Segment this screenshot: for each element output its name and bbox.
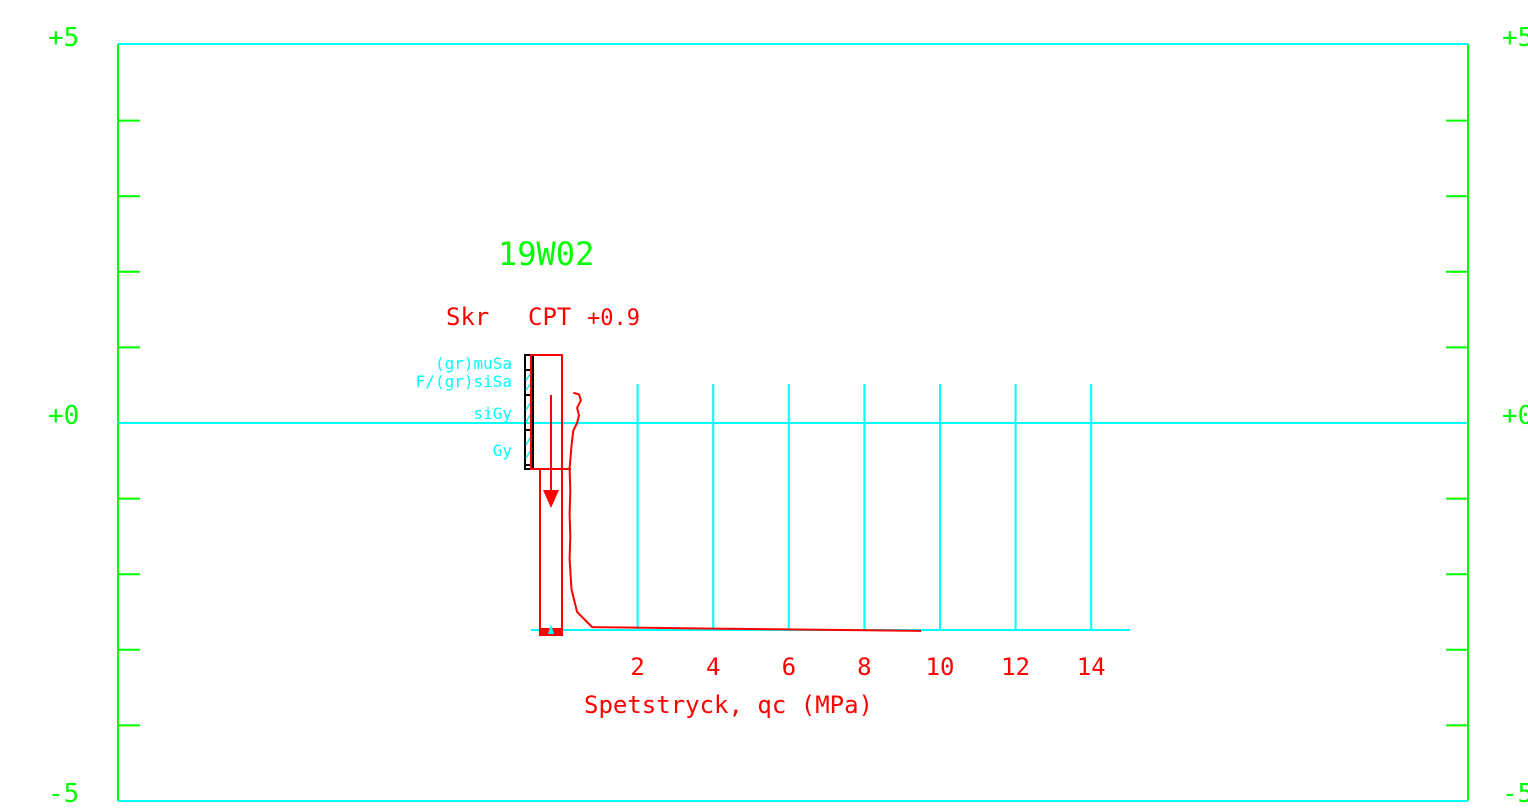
elevation-label-mid: +0: [48, 401, 79, 431]
qc-tick-label: 2: [630, 653, 644, 681]
qc-tick-label: 4: [706, 653, 720, 681]
method-label: Skr: [446, 303, 489, 331]
x-axis-label: Spetstryck, qc (MPa): [584, 691, 873, 719]
borehole-end-marker-icon: [548, 624, 554, 634]
qc-tick-label: 6: [782, 653, 796, 681]
soil-label-1: (gr)muSa: [435, 354, 512, 373]
elevation-ticks: [118, 119, 1468, 727]
soil-label-4: Gy: [493, 441, 513, 460]
right-elevation-label-bottom: -5: [1502, 779, 1528, 809]
qc-tick-label: 14: [1077, 653, 1106, 681]
qc-grid: [636, 384, 1093, 630]
qc-tick-label: 10: [926, 653, 955, 681]
ground-level-label: +0.9: [587, 306, 640, 331]
elevation-label-bottom: -5: [48, 779, 79, 809]
soil-column-box: [524, 354, 534, 470]
penetration-arrow-icon: [543, 490, 559, 508]
borehole-column: [530, 354, 571, 636]
test-label: CPT: [528, 303, 571, 331]
qc-tick-label: 12: [1001, 653, 1030, 681]
elevation-label-top: +5: [48, 23, 79, 53]
borehole-upper-box: [530, 354, 563, 470]
qc-curve: [568, 391, 922, 632]
soil-column: [524, 354, 534, 470]
soil-label-2: F/(gr)siSa: [416, 372, 512, 391]
right-elevation-label-top: +5: [1502, 23, 1528, 53]
qc-tick-label: 8: [857, 653, 871, 681]
frame-cyan: [118, 43, 1468, 802]
qc-tick-labels: 2 4 6 8 10 12 14: [630, 653, 1105, 681]
borehole-id: 19W02: [498, 235, 594, 273]
soil-label-3: siGy: [473, 404, 512, 423]
right-elevation-label-mid: +0: [1502, 401, 1528, 431]
